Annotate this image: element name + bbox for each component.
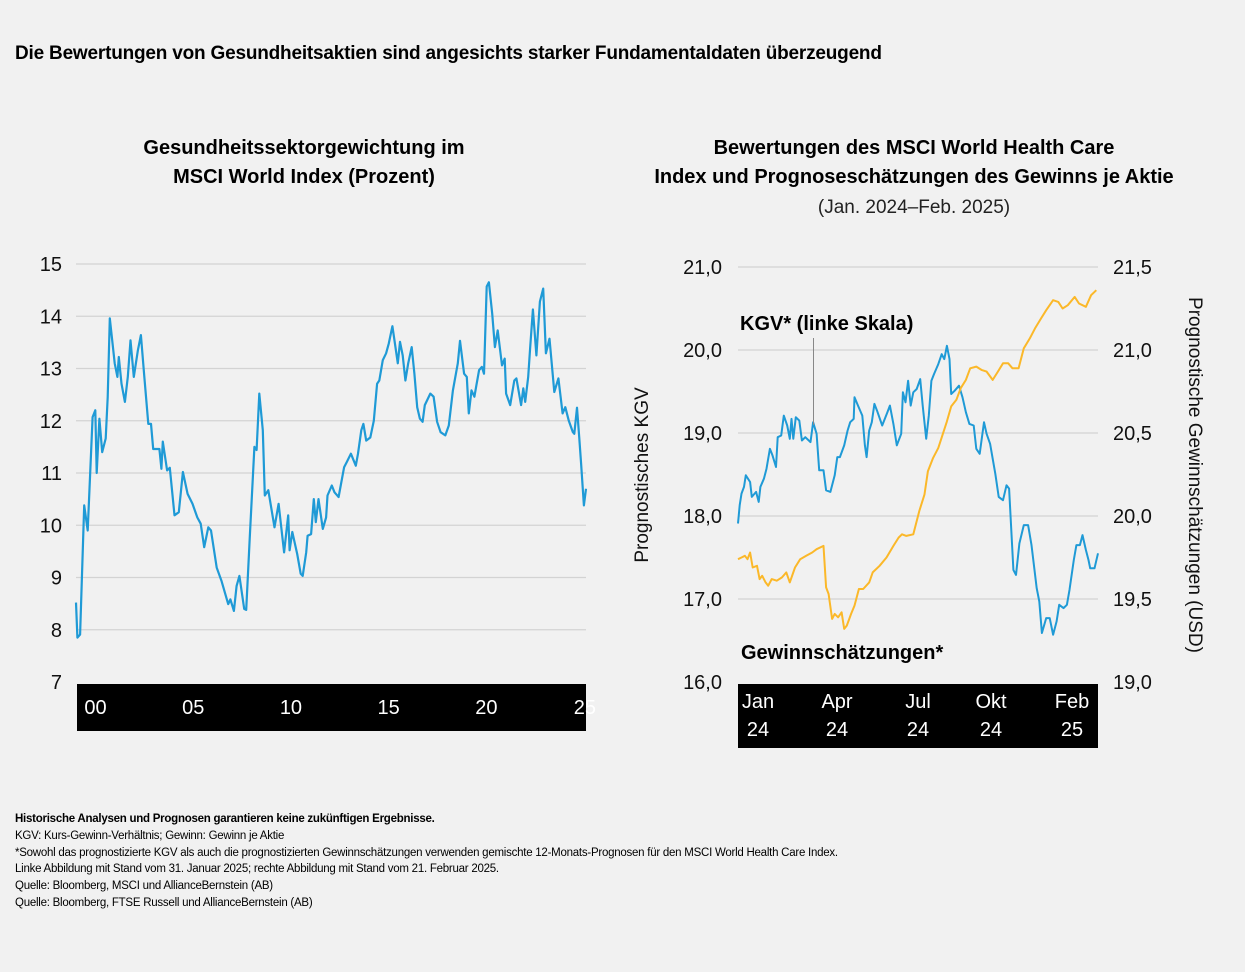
x-tick-label: 00 (84, 697, 106, 719)
x-tick-year: 24 (826, 719, 848, 741)
left-y-tick-label: 18,0 (683, 506, 722, 528)
x-tick-year: 24 (980, 719, 1002, 741)
x-tick-label: 25 (574, 697, 596, 719)
right-y-tick-label: 19,5 (1113, 589, 1152, 611)
sector-weight-line (74, 281, 588, 639)
right-chart: 16,0 19,0 17,0 19,5 18,0 20,0 19,0 20,5 20,0 21,0… (632, 257, 1205, 748)
left-chart: 7 8 9 10 11 12 13 14 15 00 05 10 15 20 25 (40, 254, 596, 731)
y-tick-label: 10 (40, 515, 62, 537)
footnote: *Sowohl das prognostizierte KGV als auch… (15, 846, 838, 859)
x-tick-month: Okt (975, 691, 1007, 713)
right-chart-subtitle: (Jan. 2024–Feb. 2025) (817, 197, 1011, 218)
x-axis-band (77, 684, 586, 731)
x-tick-year: 25 (1061, 719, 1083, 741)
y-tick-label: 14 (40, 306, 62, 328)
footnote: KGV: Kurs-Gewinn-Verhältnis; Gewinn: Gew… (15, 829, 285, 842)
right-chart-title-line: Index und Prognoseschätzungen des Gewinn… (654, 166, 1174, 188)
x-tick-label: 10 (280, 697, 302, 719)
x-tick-label: 20 (475, 697, 497, 719)
y-tick-label: 11 (41, 463, 62, 485)
left-y-axis-title: Prognostisches KGV (632, 387, 653, 563)
left-y-tick-label: 20,0 (683, 340, 722, 362)
x-tick-month: Feb (1055, 691, 1089, 713)
y-tick-label: 12 (40, 411, 62, 433)
x-tick-label: 05 (182, 697, 204, 719)
left-chart-title-line: MSCI World Index (Prozent) (173, 166, 435, 188)
left-y-tick-label: 21,0 (683, 257, 722, 279)
x-tick-label: 15 (378, 697, 400, 719)
x-axis-band (738, 684, 1098, 748)
x-tick-year: 24 (907, 719, 929, 741)
eps-estimate-line (737, 289, 1097, 630)
footnote-source: Quelle: Bloomberg, FTSE Russell und Alli… (15, 896, 313, 909)
left-chart-title: Gesundheitssektorgewichtung im MSCI Worl… (54, 134, 554, 192)
left-chart-title-line: Gesundheitssektorgewichtung im (143, 137, 465, 159)
y-tick-label: 9 (51, 568, 62, 590)
footnotes: Historische Analysen und Prognosen garan… (15, 811, 838, 912)
left-y-tick-label: 19,0 (683, 423, 722, 445)
y-tick-label: 7 (51, 672, 62, 694)
right-y-tick-label: 21,5 (1113, 257, 1152, 279)
pe-annotation: KGV* (linke Skala) (740, 313, 913, 335)
right-chart-title: Bewertungen des MSCI World Health Care I… (604, 134, 1224, 192)
eps-annotation: Gewinnschätzungen* (741, 642, 943, 664)
y-tick-label: 15 (40, 254, 62, 276)
footnote-disclaimer: Historische Analysen und Prognosen garan… (15, 813, 435, 825)
footnote: Linke Abbildung mit Stand vom 31. Januar… (15, 863, 499, 876)
y-tick-label: 8 (51, 620, 62, 642)
right-y-tick-label: 20,0 (1113, 506, 1152, 528)
left-y-tick-label: 16,0 (683, 672, 722, 694)
x-tick-month: Jan (742, 691, 774, 713)
pe-ratio-line (737, 344, 1099, 636)
right-y-axis-title: Prognostische Gewinnschätzungen (USD) (1184, 297, 1205, 653)
left-y-tick-label: 17,0 (683, 589, 722, 611)
right-y-tick-label: 21,0 (1113, 340, 1152, 362)
footnote-source: Quelle: Bloomberg, MSCI und AllianceBern… (15, 880, 273, 893)
main-title: Die Bewertungen von Gesundheitsaktien si… (15, 43, 882, 64)
right-y-tick-label: 19,0 (1113, 672, 1152, 694)
x-tick-year: 24 (747, 719, 769, 741)
x-tick-month: Jul (905, 691, 931, 713)
x-tick-month: Apr (821, 691, 852, 713)
right-chart-title-line: Bewertungen des MSCI World Health Care (713, 137, 1115, 159)
right-y-tick-label: 20,5 (1113, 423, 1152, 445)
y-tick-label: 13 (40, 359, 62, 381)
